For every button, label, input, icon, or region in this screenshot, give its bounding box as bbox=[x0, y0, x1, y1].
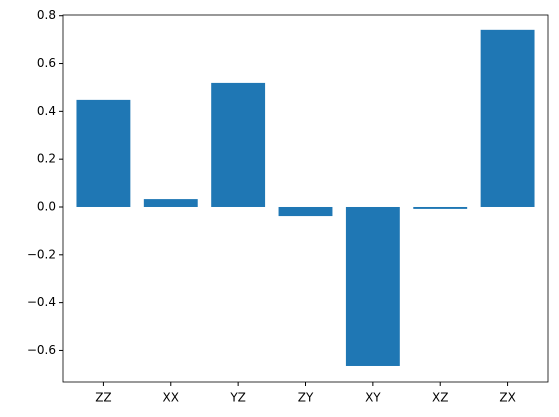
x-tick-label: XX bbox=[163, 391, 179, 405]
x-tick-label: XZ bbox=[432, 391, 448, 405]
y-tick-label: 0.0 bbox=[37, 199, 56, 213]
bar bbox=[480, 29, 535, 207]
x-tick-label: ZZ bbox=[95, 391, 111, 405]
y-tick-label: 0.6 bbox=[37, 56, 56, 70]
y-tick-label: 0.4 bbox=[37, 104, 56, 118]
x-tick-label: XY bbox=[365, 391, 381, 405]
bar bbox=[345, 206, 400, 366]
x-tick-label: ZY bbox=[298, 391, 314, 405]
x-tick-label: ZX bbox=[499, 391, 515, 405]
bar bbox=[143, 199, 198, 207]
bar bbox=[278, 206, 333, 217]
bar bbox=[413, 206, 468, 209]
bar bbox=[76, 99, 131, 207]
y-tick-label: −0.2 bbox=[27, 247, 56, 261]
y-tick-label: −0.6 bbox=[27, 343, 56, 357]
axes-frame bbox=[62, 14, 549, 383]
bar bbox=[211, 82, 266, 207]
y-tick-label: 0.8 bbox=[37, 8, 56, 22]
x-tick-label: YZ bbox=[229, 391, 246, 405]
y-tick-label: 0.2 bbox=[37, 152, 56, 166]
y-tick-label: −0.4 bbox=[27, 295, 56, 309]
